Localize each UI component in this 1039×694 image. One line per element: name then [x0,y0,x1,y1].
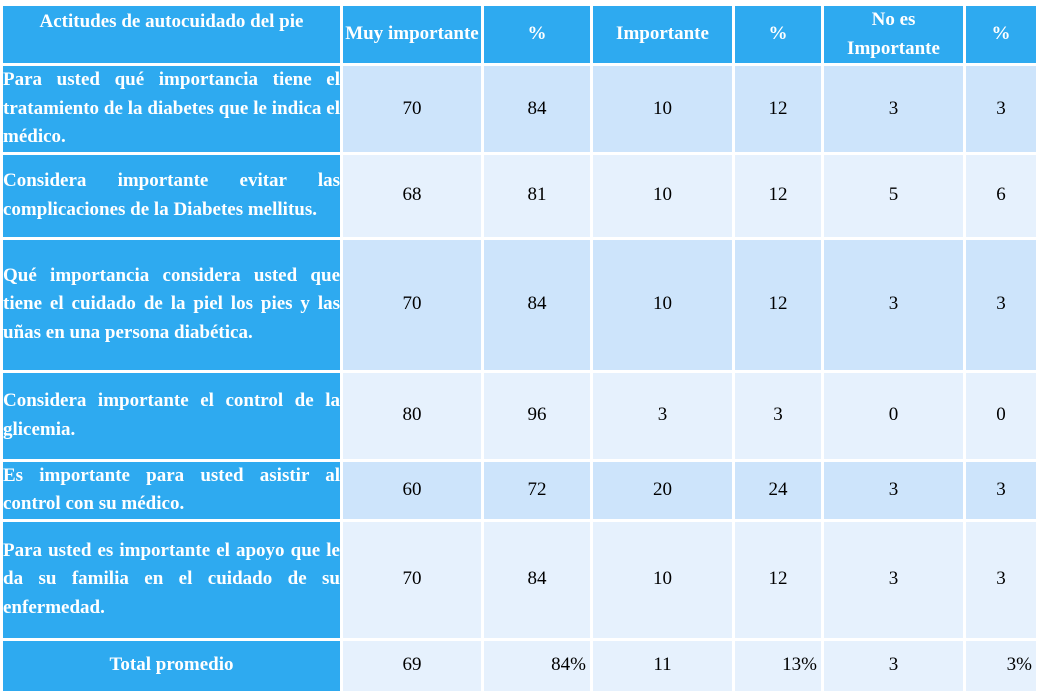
cell-not-important-percent: 3 [966,521,1036,638]
cell-very-important: 70 [343,239,481,370]
cell-not-important-percent: 6 [966,154,1036,237]
cell-very-important-percent: 84 [484,66,590,152]
table-row: Considera importante evitar las complica… [3,154,1036,237]
row-label: Considera importante evitar las complica… [3,154,340,237]
cell-very-important: 70 [343,66,481,152]
cell-very-important-percent: 72 [484,461,590,519]
total-important: 11 [593,640,732,691]
header-not-important-percent: % [966,6,1036,63]
cell-very-important: 60 [343,461,481,519]
cell-not-important: 3 [824,66,963,152]
row-label: Para usted es importante el apoyo que le… [3,521,340,638]
cell-important-percent: 24 [735,461,821,519]
total-important-percent: 13% [735,640,821,691]
header-row: Actitudes de autocuidado del pie Muy imp… [3,6,1036,63]
cell-not-important: 3 [824,461,963,519]
table-row: Qué importancia considera usted que tien… [3,239,1036,370]
cell-very-important: 70 [343,521,481,638]
total-very-important: 69 [343,640,481,691]
cell-important-percent: 12 [735,521,821,638]
cell-not-important-percent: 3 [966,461,1036,519]
cell-very-important: 68 [343,154,481,237]
cell-not-important-percent: 3 [966,66,1036,152]
cell-important-percent: 12 [735,66,821,152]
cell-important-percent: 12 [735,154,821,237]
total-label: Total promedio [3,640,340,691]
cell-very-important-percent: 81 [484,154,590,237]
table-row: Es importante para usted asistir al cont… [3,461,1036,519]
cell-not-important: 3 [824,521,963,638]
header-very-important-percent: % [484,6,590,63]
cell-important: 20 [593,461,732,519]
table-row: Para usted qué importancia tiene el trat… [3,66,1036,152]
total-very-important-percent: 84% [484,640,590,691]
total-not-important-percent: 3% [966,640,1036,691]
row-label: Qué importancia considera usted que tien… [3,239,340,370]
cell-important: 10 [593,239,732,370]
total-not-important: 3 [824,640,963,691]
header-important: Importante [593,6,732,63]
header-very-important: Muy importante [343,6,481,63]
cell-not-important: 3 [824,239,963,370]
header-important-percent: % [735,6,821,63]
self-care-attitudes-table: Actitudes de autocuidado del pie Muy imp… [0,3,1039,694]
header-attitudes: Actitudes de autocuidado del pie [3,6,340,63]
cell-not-important: 0 [824,372,963,459]
row-label: Considera importante el control de la gl… [3,372,340,459]
cell-important: 3 [593,372,732,459]
table-row: Para usted es importante el apoyo que le… [3,521,1036,638]
cell-not-important-percent: 3 [966,239,1036,370]
cell-important-percent: 3 [735,372,821,459]
cell-not-important: 5 [824,154,963,237]
header-not-important: No es Importante [824,6,963,63]
table-row: Considera importante el control de la gl… [3,372,1036,459]
cell-important: 10 [593,154,732,237]
total-row: Total promedio 69 84% 11 13% 3 3% [3,640,1036,691]
cell-important: 10 [593,66,732,152]
cell-very-important: 80 [343,372,481,459]
cell-not-important-percent: 0 [966,372,1036,459]
cell-very-important-percent: 96 [484,372,590,459]
cell-very-important-percent: 84 [484,521,590,638]
cell-very-important-percent: 84 [484,239,590,370]
cell-important: 10 [593,521,732,638]
row-label: Es importante para usted asistir al cont… [3,461,340,519]
row-label: Para usted qué importancia tiene el trat… [3,66,340,152]
cell-important-percent: 12 [735,239,821,370]
